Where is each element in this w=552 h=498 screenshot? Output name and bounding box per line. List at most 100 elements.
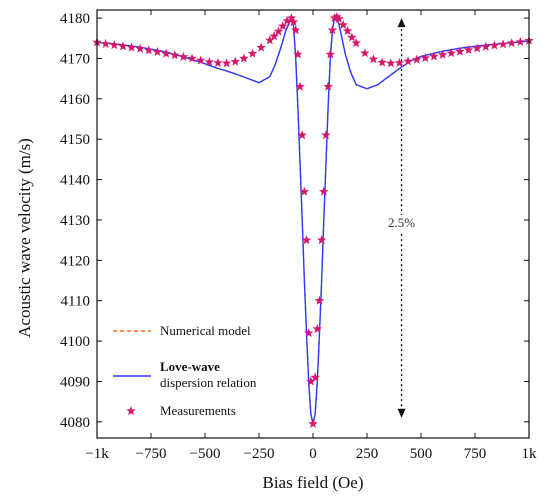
measurement-point (347, 32, 357, 42)
measurement-point (195, 55, 206, 65)
measurement-point (297, 130, 307, 140)
x-tick-label: 500 (410, 446, 433, 462)
y-tick-label: 4130 (60, 213, 90, 229)
plot-frame (96, 9, 530, 439)
measurement-point (109, 40, 120, 50)
measurement-point (342, 26, 353, 36)
y-tick-label: 4080 (60, 415, 90, 431)
measurement-point (319, 186, 329, 196)
y-tick-label: 4180 (60, 11, 90, 27)
legend-label-measurements: Measurements (160, 403, 236, 418)
measurement-point (100, 38, 111, 48)
y-tick-label: 4150 (60, 132, 90, 148)
annotation-arrow-down-icon (397, 408, 406, 418)
measurement-point (489, 40, 500, 50)
x-tick-label: −500 (190, 446, 221, 462)
measurement-point (256, 42, 266, 52)
data-series (92, 11, 534, 428)
measurement-point (295, 81, 305, 91)
measurement-point (506, 38, 517, 48)
measurement-point (187, 53, 197, 63)
annotation-label-bg (384, 215, 419, 233)
measurement-point (239, 53, 249, 63)
measurement-point (327, 25, 338, 35)
annotation-arrow-up-icon (397, 18, 406, 28)
legend-label-numerical: Numerical model (160, 323, 251, 338)
measurement-point (314, 295, 325, 305)
measurement-point (446, 48, 456, 58)
measurement-point (290, 25, 301, 35)
measurement-point (303, 328, 314, 338)
measurement-point (411, 54, 422, 64)
measurement-point (394, 57, 405, 67)
measurement-point (118, 41, 128, 51)
measurement-point (265, 35, 275, 45)
measurement-point (498, 39, 508, 49)
legend-label-dispersion-bold: Love-wave (160, 359, 220, 374)
measurement-point (178, 51, 189, 61)
x-tick-label: −1k (85, 446, 109, 462)
measurement-point (312, 323, 323, 334)
dispersion-relation-line (96, 16, 530, 425)
y-tick-label: 4120 (60, 253, 90, 269)
measurement-point (403, 56, 413, 66)
measurement-point (126, 42, 137, 52)
measurement-point (282, 15, 292, 25)
measurement-point (221, 58, 232, 68)
measurement-point (230, 56, 240, 66)
x-tick-label: 250 (356, 446, 379, 462)
legend-label-dispersion-rest: dispersion relation (160, 375, 257, 390)
measurement-point (152, 46, 163, 57)
x-tick-label: −750 (136, 446, 167, 462)
x-tick-label: −250 (244, 446, 275, 462)
measurement-point (455, 46, 465, 56)
measurement-point (293, 49, 303, 59)
y-tick-label: 4090 (60, 374, 90, 390)
x-tick-label: 1k (522, 446, 538, 462)
measurement-point (288, 17, 299, 27)
y-tick-label: 4160 (60, 92, 90, 108)
y-tick-label: 4140 (60, 173, 90, 189)
y-axis-title: Acoustic wave velocity (m/s) (15, 138, 34, 338)
legend-swatch-measurements (126, 406, 136, 416)
measurement-point (325, 49, 336, 59)
measurement-point (306, 376, 316, 386)
measurement-point (437, 49, 448, 59)
measurement-point (463, 44, 474, 55)
x-axis-title: Bias field (Oe) (262, 473, 363, 492)
x-tick-label: 750 (464, 446, 487, 462)
measurement-point (481, 41, 491, 51)
y-tick-label: 4110 (61, 294, 90, 310)
measurement-point (204, 57, 215, 67)
measurement-point (377, 57, 387, 67)
axis-ticks: −1k −750 −500 −250 0 250 500 750 1k 4080 4090 4100 4… (60, 10, 537, 462)
measurement-point (360, 48, 370, 58)
measurement-point (286, 13, 297, 23)
y-tick-label: 4100 (60, 334, 90, 350)
measurement-point (247, 48, 258, 58)
measurement-point (515, 36, 526, 46)
measurement-point (299, 186, 310, 196)
annotation-label: 2.5% (388, 215, 415, 230)
measurement-point (334, 13, 344, 23)
measurement-point (368, 54, 379, 64)
measurement-point (351, 38, 361, 48)
measurement-point (161, 48, 171, 58)
measurement-point (310, 372, 320, 382)
legend-star-icon (126, 406, 136, 416)
measurement-point (472, 43, 482, 53)
measurement-point (273, 26, 284, 36)
measurement-point (332, 11, 342, 21)
percent-annotation: 2.5% (384, 18, 419, 418)
measurement-point (321, 130, 331, 140)
measurement-point (338, 19, 348, 29)
measurement-point (316, 235, 327, 245)
measurement-point (420, 53, 431, 63)
x-tick-label: 0 (309, 446, 317, 462)
measurement-point (278, 21, 288, 31)
measurement-point (308, 418, 318, 428)
measurement-point (323, 81, 333, 91)
measurement-point (429, 51, 439, 61)
measurement-point (301, 235, 312, 245)
